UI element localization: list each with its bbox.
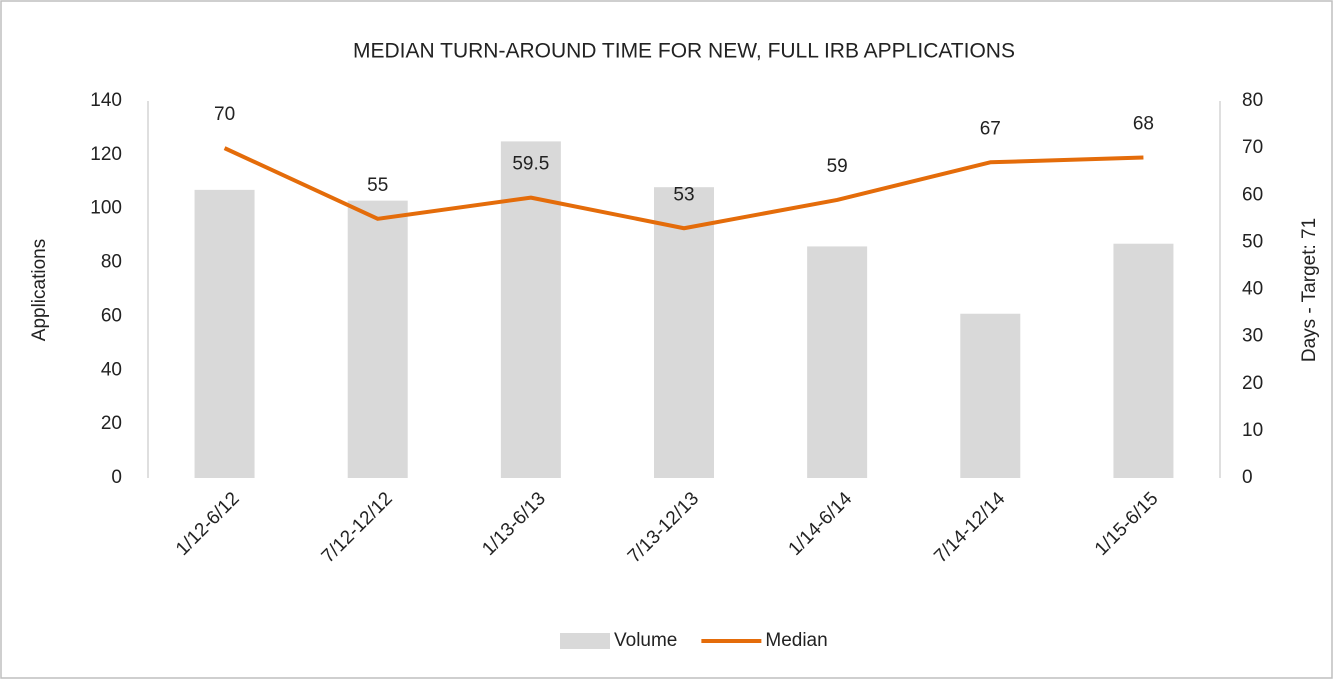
data-label: 55 bbox=[367, 175, 388, 196]
y-tick-label: 100 bbox=[90, 198, 122, 219]
data-label: 59.5 bbox=[512, 154, 549, 175]
y2-tick-label: 40 bbox=[1242, 279, 1263, 300]
y2-tick-label: 30 bbox=[1242, 326, 1263, 347]
y2-tick-label: 80 bbox=[1242, 90, 1263, 111]
y-tick-label: 20 bbox=[101, 413, 122, 434]
bar bbox=[1113, 243, 1174, 478]
y-tick-label: 120 bbox=[90, 144, 122, 165]
y-tick-label: 140 bbox=[90, 90, 122, 111]
y2-tick-label: 0 bbox=[1242, 467, 1253, 488]
y2-tick-label: 60 bbox=[1242, 184, 1263, 205]
bar bbox=[347, 200, 408, 478]
data-label: 59 bbox=[827, 156, 848, 177]
y-tick-label: 0 bbox=[111, 467, 122, 488]
legend-label: Volume bbox=[614, 630, 677, 651]
y2-tick-label: 50 bbox=[1242, 231, 1263, 252]
data-label: 67 bbox=[980, 118, 1001, 139]
bar bbox=[654, 187, 714, 478]
bar bbox=[807, 246, 868, 478]
data-label: 68 bbox=[1133, 114, 1154, 135]
bar bbox=[194, 189, 255, 478]
y2-axis-label: Days - Target: 71 bbox=[1299, 218, 1320, 362]
y-axis-label: Applications bbox=[29, 239, 50, 341]
bar bbox=[960, 313, 1021, 478]
bar bbox=[500, 141, 561, 478]
legend-swatch bbox=[560, 633, 610, 649]
y2-tick-label: 20 bbox=[1242, 373, 1263, 394]
y-tick-label: 40 bbox=[101, 359, 122, 380]
y-tick-label: 60 bbox=[101, 305, 122, 326]
legend-label: Median bbox=[765, 630, 827, 651]
chart-title: MEDIAN TURN-AROUND TIME FOR NEW, FULL IR… bbox=[353, 40, 1015, 63]
line bbox=[223, 146, 1144, 231]
y2-tick-label: 10 bbox=[1242, 420, 1263, 441]
y-tick-label: 80 bbox=[101, 252, 122, 273]
y2-tick-label: 70 bbox=[1242, 137, 1263, 158]
data-label: 70 bbox=[214, 104, 235, 125]
data-label: 53 bbox=[673, 184, 694, 205]
